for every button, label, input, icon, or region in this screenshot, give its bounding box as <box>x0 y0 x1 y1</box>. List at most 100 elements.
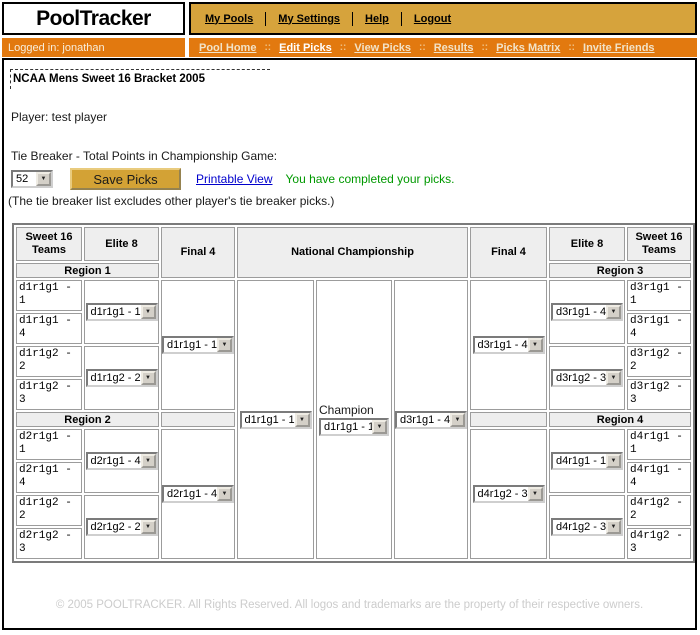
semifinal-left-cell: d1r1g1 - 1 ▼ <box>237 280 314 559</box>
dropdown-arrow-icon: ▼ <box>372 420 387 434</box>
tiebreaker-select[interactable]: 52 ▼ <box>11 170 53 188</box>
nav-separator: :: <box>568 42 576 53</box>
dropdown-arrow-icon: ▼ <box>606 454 621 468</box>
semifinal-right-cell: d3r1g1 - 4 ▼ <box>394 280 468 559</box>
elite8-pick-select-r2g1[interactable]: d2r1g1 - 4 ▼ <box>85 452 158 470</box>
spacer-cell <box>470 412 547 427</box>
controls-row: 52 ▼ Save Picks Printable View You have … <box>11 168 695 190</box>
nav-separator: :: <box>339 42 347 53</box>
nav-my-pools[interactable]: My Pools <box>205 12 254 25</box>
team-cell: d1r1g1 - 1 <box>16 280 82 311</box>
col-header-final4-left: Final 4 <box>161 227 235 278</box>
team-cell: d4r1g1 - 1 <box>627 429 691 460</box>
spacer-cell <box>161 412 235 427</box>
team-cell: d1r1g2 - 2 <box>16 495 82 526</box>
select-value: d4r1g2 - 3 <box>556 521 606 533</box>
col-header-final4-right: Final 4 <box>470 227 547 278</box>
main-content: NCAA Mens Sweet 16 Bracket 2005 Player: … <box>2 58 697 630</box>
team-cell: d4r1g1 - 4 <box>627 462 691 493</box>
dropdown-arrow-icon: ▼ <box>140 520 156 534</box>
nav-divider <box>400 11 402 26</box>
nav-edit-picks[interactable]: Edit Picks <box>279 41 332 54</box>
elite8-pick-cell: d1r1g1 - 1 ▼ <box>84 280 159 344</box>
col-header-elite8-right: Elite 8 <box>549 227 625 261</box>
final4-pick-select-right-bottom[interactable]: d4r1g2 - 3 ▼ <box>472 485 545 503</box>
col-header-championship: National Championship <box>237 227 468 278</box>
nav-divider <box>352 11 354 26</box>
elite8-pick-cell: d4r1g1 - 1 ▼ <box>549 429 625 493</box>
bracket-title: NCAA Mens Sweet 16 Bracket 2005 <box>10 69 270 89</box>
team-cell: d2r1g1 - 4 <box>16 462 82 493</box>
final4-pick-select-right-top[interactable]: d3r1g1 - 4 ▼ <box>472 336 545 354</box>
final4-pick-cell: d4r1g2 - 3 ▼ <box>470 429 547 559</box>
select-value: d2r1g2 - 2 <box>90 521 141 533</box>
dropdown-arrow-icon: ▼ <box>606 371 621 385</box>
elite8-pick-cell: d1r1g2 - 2 ▼ <box>84 346 159 410</box>
elite8-pick-select-r1g1[interactable]: d1r1g1 - 1 ▼ <box>85 303 158 321</box>
elite8-pick-cell: d2r1g1 - 4 ▼ <box>84 429 159 493</box>
team-cell: d4r1g2 - 3 <box>627 528 691 559</box>
champion-cell: Champion d1r1g1 - 1 ▼ <box>316 280 392 559</box>
tiebreaker-value: 52 <box>16 173 29 185</box>
nav-divider <box>265 11 267 26</box>
tiebreaker-note: (The tie breaker list excludes other pla… <box>8 194 335 208</box>
select-value: d2r1g1 - 4 <box>90 455 141 467</box>
dropdown-arrow-icon: ▼ <box>36 172 51 186</box>
nav-view-picks[interactable]: View Picks <box>354 41 412 54</box>
player-name: Player: test player <box>11 110 108 124</box>
region4-header: Region 4 <box>549 412 691 427</box>
nav-picks-matrix[interactable]: Picks Matrix <box>496 41 561 54</box>
elite8-pick-cell: d3r1g2 - 3 ▼ <box>549 346 625 410</box>
col-header-sweet16-right: Sweet 16 Teams <box>627 227 691 261</box>
nav-logout[interactable]: Logout <box>413 12 452 25</box>
semifinal-left-select[interactable]: d1r1g1 - 1 ▼ <box>239 410 312 429</box>
team-cell: d3r1g2 - 2 <box>627 346 691 377</box>
elite8-pick-select-r1g2[interactable]: d1r1g2 - 2 ▼ <box>85 369 158 387</box>
nav-invite-friends[interactable]: Invite Friends <box>583 41 655 54</box>
elite8-pick-cell: d3r1g1 - 4 ▼ <box>549 280 625 344</box>
select-value: d1r1g2 - 2 <box>90 372 141 384</box>
select-value: d4r1g1 - 1 <box>556 455 606 467</box>
final4-pick-cell: d1r1g1 - 1 ▼ <box>161 280 235 410</box>
final4-pick-select-left-top[interactable]: d1r1g1 - 1 ▼ <box>162 336 234 354</box>
bracket-table: Sweet 16 Teams Elite 8 Final 4 National … <box>12 223 695 563</box>
dropdown-arrow-icon: ▼ <box>527 487 543 501</box>
save-picks-button[interactable]: Save Picks <box>70 168 181 190</box>
elite8-pick-select-r4g2[interactable]: d4r1g2 - 3 ▼ <box>551 518 623 536</box>
completion-status: You have completed your picks. <box>285 172 455 186</box>
select-value: d1r1g1 - 1 <box>244 413 295 426</box>
champion-select[interactable]: d1r1g1 - 1 ▼ <box>319 418 389 436</box>
elite8-pick-select-r4g1[interactable]: d4r1g1 - 1 ▼ <box>551 452 623 470</box>
printable-view-link[interactable]: Printable View <box>196 172 273 186</box>
nav-results[interactable]: Results <box>433 41 474 54</box>
select-value: d3r1g1 - 4 <box>400 413 450 426</box>
semifinal-right-select[interactable]: d3r1g1 - 4 ▼ <box>395 410 467 429</box>
select-value: d3r1g1 - 4 <box>556 306 606 318</box>
dropdown-arrow-icon: ▼ <box>527 338 543 352</box>
dropdown-arrow-icon: ▼ <box>294 412 310 427</box>
team-cell: d1r1g2 - 3 <box>16 379 82 410</box>
dropdown-arrow-icon: ▼ <box>606 305 621 319</box>
select-value: d1r1g1 - 1 <box>324 421 372 433</box>
elite8-pick-cell: d4r1g2 - 3 ▼ <box>549 495 625 559</box>
nav-separator: :: <box>419 42 426 53</box>
nav-separator: :: <box>264 42 272 53</box>
nav-help[interactable]: Help <box>365 12 389 25</box>
final4-pick-select-left-bottom[interactable]: d2r1g1 - 4 ▼ <box>162 485 234 503</box>
select-value: d2r1g1 - 4 <box>167 488 217 500</box>
region2-header: Region 2 <box>16 412 159 427</box>
logged-in-text: Logged in: jonathan <box>8 41 105 54</box>
elite8-pick-select-r2g2[interactable]: d2r1g2 - 2 ▼ <box>85 518 158 536</box>
copyright-footer: © 2005 POOLTRACKER. All Rights Reserved.… <box>55 599 644 611</box>
team-cell: d3r1g2 - 3 <box>627 379 691 410</box>
pool-nav: Pool Home :: Edit Picks :: View Picks ::… <box>189 38 697 57</box>
dropdown-arrow-icon: ▼ <box>140 454 156 468</box>
nav-my-settings[interactable]: My Settings <box>278 12 341 25</box>
select-value: d3r1g1 - 4 <box>477 339 528 351</box>
elite8-pick-select-r3g1[interactable]: d3r1g1 - 4 ▼ <box>551 303 623 321</box>
select-value: d4r1g2 - 3 <box>477 488 528 500</box>
nav-pool-home[interactable]: Pool Home <box>199 41 257 54</box>
elite8-pick-select-r3g2[interactable]: d3r1g2 - 3 ▼ <box>551 369 623 387</box>
region3-header: Region 3 <box>549 263 691 278</box>
dropdown-arrow-icon: ▼ <box>140 371 156 385</box>
